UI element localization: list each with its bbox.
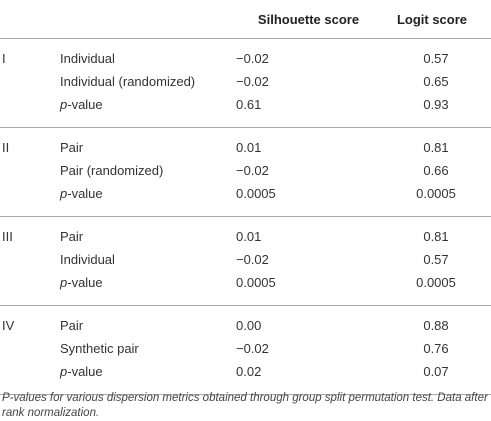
group-label: II [2,140,10,155]
cell [0,159,60,182]
group: IV Pair 0.00 0.88 Synthetic pair −0.02 0.76 p-v… [0,305,491,395]
logit-value: 0.57 [423,51,449,66]
row-label: Pair [60,229,84,244]
cell [0,182,60,217]
column-header: Logit score [396,11,468,27]
row: Pair (randomized) −0.02 0.66 [0,159,491,182]
logit-value: 0.66 [423,163,449,178]
row-label: p-value [60,186,103,201]
silhouette-value: −0.02 [236,341,269,356]
group: I Individual −0.02 0.57 Individual (randomiz… [0,38,491,128]
row: p-value 0.61 0.93 [0,93,491,128]
logit-value: 0.0005 [416,186,456,201]
silhouette-value: 0.00 [236,318,262,333]
row-label: Individual [60,252,115,267]
row: IV Pair 0.00 0.88 [0,306,491,338]
logit-value: 0.57 [423,252,449,267]
cell [0,93,60,128]
logit-value: 0.0005 [416,275,456,290]
group: II Pair 0.01 0.81 Pair (randomized) −0.02 0.66… [0,127,491,217]
row-label: Individual (randomized) [60,74,196,89]
silhouette-value: 0.61 [236,97,262,112]
silhouette-value: 0.0005 [236,275,276,290]
row: Individual (randomized) −0.02 0.65 [0,70,491,93]
row: p-value 0.02 0.07 [0,360,491,395]
silhouette-value: −0.02 [236,252,269,267]
logit-value: 0.81 [423,140,449,155]
row: p-value 0.0005 0.0005 [0,182,491,217]
logit-value: 0.88 [423,318,449,333]
logit-value: 0.76 [423,341,449,356]
silhouette-value: 0.01 [236,229,262,244]
row-label: p-value [60,97,103,112]
row-label: Pair (randomized) [60,163,164,178]
logit-value: 0.81 [423,229,449,244]
header-row: Silhouette score Logit score [0,0,491,39]
group: III Pair 0.01 0.81 Individual −0.02 0.57 p-valu… [0,216,491,306]
row: Individual −0.02 0.57 [0,248,491,271]
table: Silhouette score Logit score I Individual… [0,0,491,395]
group-label: III [2,229,13,244]
row-label: p-value [60,364,103,379]
silhouette-value: 0.01 [236,140,262,155]
row: I Individual −0.02 0.57 [0,39,491,71]
row: II Pair 0.01 0.81 [0,128,491,160]
row: III Pair 0.01 0.81 [0,217,491,249]
blank [0,0,60,39]
cell [0,360,60,395]
row-label: Pair [60,140,84,155]
row-label: Synthetic pair [60,341,139,356]
silhouette-value: −0.02 [236,51,269,66]
silhouette-value: 0.02 [236,364,262,379]
row: Synthetic pair −0.02 0.76 [0,337,491,360]
group-label: I [2,51,6,66]
silhouette-value: −0.02 [236,74,269,89]
blank [60,0,236,39]
row-label: Pair [60,318,84,333]
row-label: p-value [60,275,103,290]
logit-value: 0.93 [423,97,449,112]
group-label: IV [2,318,15,333]
row-label: Individual [60,51,115,66]
footnote: P-values for various dispersion metrics … [2,392,488,419]
cell [0,70,60,93]
logit-value: 0.65 [423,74,449,89]
column-header: Silhouette score [257,11,360,27]
cell [0,271,60,306]
cell [0,337,60,360]
logit-value: 0.07 [423,364,449,379]
row: p-value 0.0005 0.0005 [0,271,491,306]
cell [0,248,60,271]
silhouette-value: 0.0005 [236,186,276,201]
silhouette-value: −0.02 [236,163,269,178]
